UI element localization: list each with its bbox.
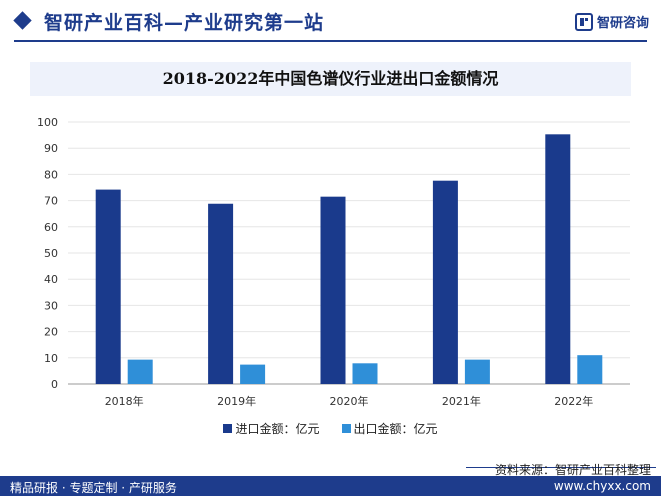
bar-export [464, 359, 490, 384]
legend-label-import: 进口金额：亿元 [235, 422, 320, 436]
brand[interactable]: 智研咨询 [574, 12, 649, 31]
legend-label-export: 出口金额：亿元 [353, 422, 438, 436]
y-tick-label: 100 [37, 116, 58, 129]
chart-title: 2018-2022年中国色谱仪行业进出口金额情况 [162, 69, 499, 88]
bar-import [320, 196, 346, 384]
x-tick-label: 2019年 [217, 394, 256, 408]
bar-import [545, 134, 571, 384]
diamond-icon [13, 11, 32, 30]
x-tick-label: 2022年 [554, 394, 593, 408]
y-tick-label: 0 [51, 378, 58, 391]
brand-logo-icon [574, 12, 593, 31]
footer-divider [466, 467, 656, 468]
bar-export [240, 364, 266, 384]
legend-item-export: 出口金额：亿元 [341, 420, 438, 437]
x-tick-label: 2021年 [442, 394, 481, 408]
legend: 进口金额：亿元 出口金额：亿元 [0, 420, 661, 437]
footer-bar: 精品研报 · 专题定制 · 产研服务 www.chyxx.com [0, 476, 661, 496]
y-tick-label: 80 [44, 168, 58, 181]
header: 智研产业百科—产业研究第一站 智研咨询 [0, 0, 661, 44]
footer-slogan: 精品研报 · 专题定制 · 产研服务 [10, 481, 177, 495]
bar-import [95, 189, 121, 384]
y-tick-label: 60 [44, 221, 58, 234]
y-tick-label: 40 [44, 273, 58, 286]
site-title: 智研产业百科—产业研究第一站 [44, 12, 325, 34]
bar-import [432, 180, 458, 384]
y-tick-label: 10 [44, 352, 58, 365]
legend-swatch-export [341, 424, 351, 433]
bar-export [127, 359, 153, 384]
y-tick-label: 20 [44, 326, 58, 339]
legend-swatch-import [223, 424, 233, 433]
x-tick-label: 2018年 [105, 394, 144, 408]
y-tick-label: 50 [44, 247, 58, 260]
bar-export [352, 363, 378, 384]
legend-item-import: 进口金额：亿元 [223, 420, 320, 437]
footer-url[interactable]: www.chyxx.com [553, 479, 651, 493]
y-tick-label: 30 [44, 299, 58, 312]
bar-export [577, 355, 603, 384]
header-divider [14, 40, 647, 42]
bar-import [208, 203, 234, 384]
source-note: 资料来源：智研产业百科整理 [494, 463, 651, 477]
chart-title-box: 2018-2022年中国色谱仪行业进出口金额情况 [30, 62, 631, 96]
x-tick-label: 2020年 [330, 394, 369, 408]
y-tick-label: 70 [44, 195, 58, 208]
bar-chart: 0 10 20 30 40 50 60 70 80 90 100 2018年 2019年 2020年 202… [37, 116, 630, 408]
brand-name: 智研咨询 [596, 16, 649, 31]
y-tick-label: 90 [44, 142, 58, 155]
